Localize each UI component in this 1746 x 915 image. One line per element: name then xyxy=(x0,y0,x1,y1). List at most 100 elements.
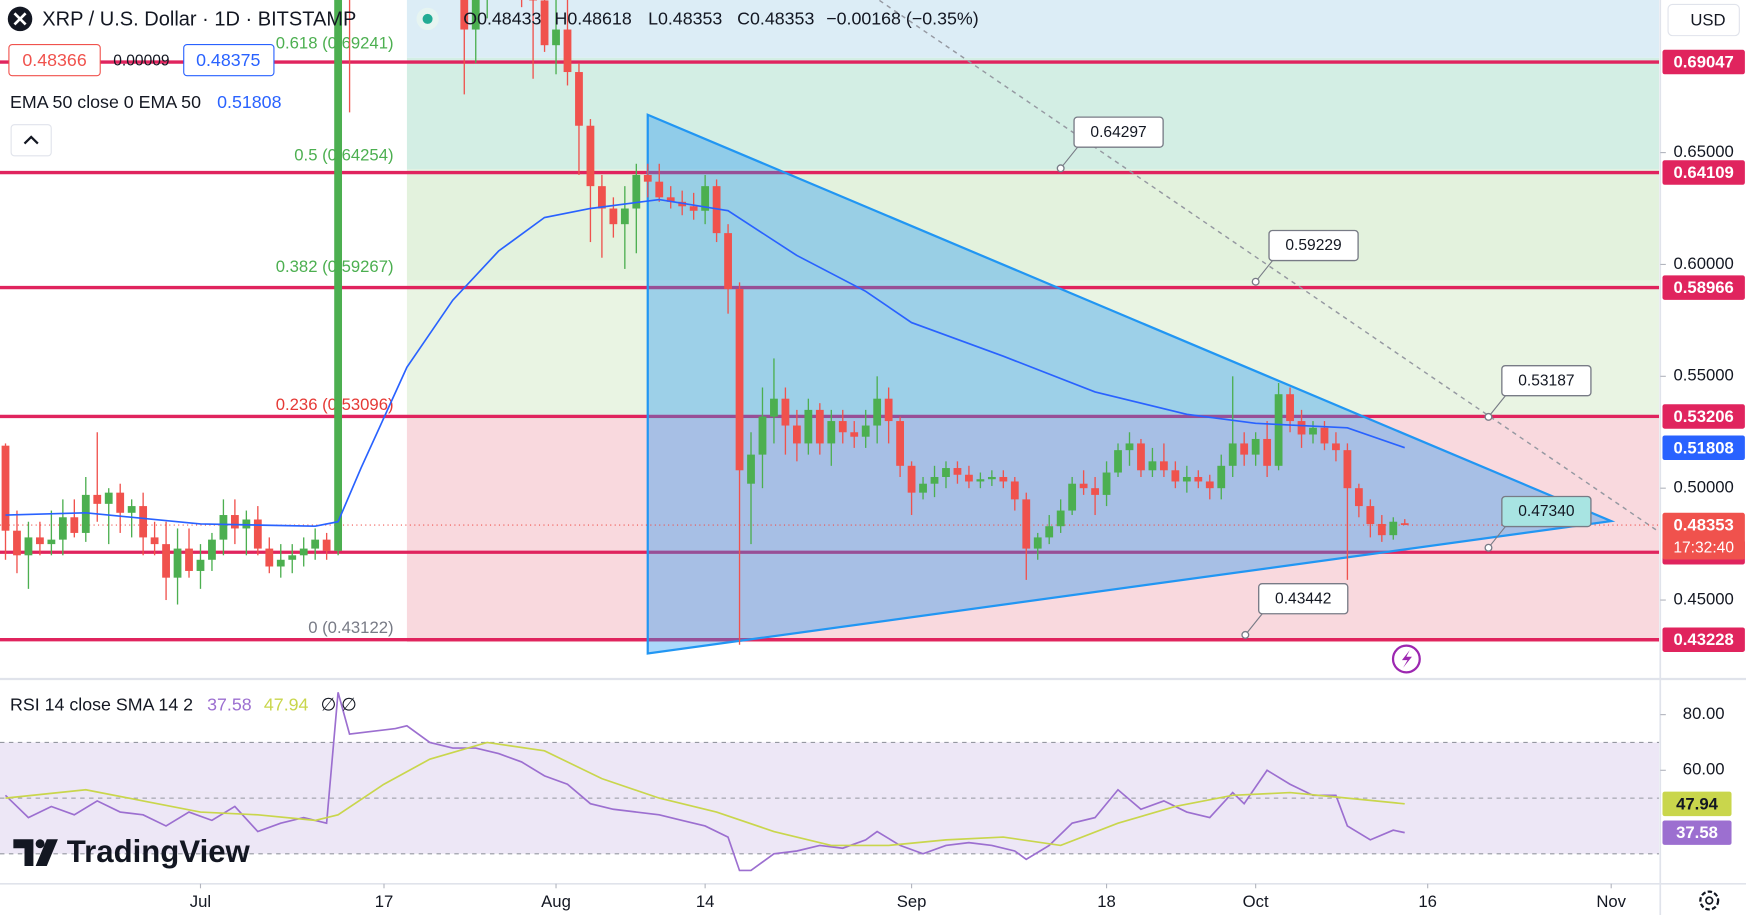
candle-body xyxy=(127,506,136,513)
currency: USD xyxy=(1690,11,1725,30)
candle-body xyxy=(139,506,148,538)
candle-body xyxy=(1354,488,1363,507)
candle-body xyxy=(1377,523,1386,536)
callout-box xyxy=(1501,495,1592,528)
callout-label: 0.64297 xyxy=(1090,124,1146,141)
callout-label: 0.59229 xyxy=(1285,237,1341,254)
candle-body xyxy=(219,515,228,540)
settings-icon xyxy=(1699,890,1720,911)
candle-body xyxy=(770,398,778,417)
candle-body xyxy=(173,548,182,578)
x-tick-label: Aug xyxy=(541,892,571,911)
candle-body xyxy=(116,492,125,513)
settings-button[interactable] xyxy=(1699,890,1720,911)
buy-button[interactable] xyxy=(183,43,275,77)
price-line-label: 0.69047 xyxy=(1674,53,1734,72)
fib-zone xyxy=(406,0,1660,58)
ema-legend-value: 0.51808 xyxy=(217,92,281,112)
callout-label: 0.53187 xyxy=(1518,372,1574,389)
callout-anchor xyxy=(1056,164,1065,173)
candle-body xyxy=(987,476,996,480)
candle-body xyxy=(942,468,950,477)
candle-body xyxy=(1102,472,1111,495)
settings-icon xyxy=(1705,896,1714,905)
candle-body xyxy=(13,530,21,556)
candle-body xyxy=(1114,450,1122,473)
rsi-last-label: 37.58 xyxy=(1676,823,1718,842)
candle-body xyxy=(919,483,927,493)
candle-body xyxy=(930,476,939,484)
rsi-line xyxy=(4,692,1405,872)
y-tick-label: 0.65000 xyxy=(1674,142,1734,161)
x-tick-label: 14 xyxy=(696,892,715,911)
candle-body xyxy=(896,421,905,466)
candle-body xyxy=(575,72,583,126)
candle-body xyxy=(47,539,56,545)
candle-body xyxy=(58,517,67,540)
rsi-legend-extra: ∅ ∅ xyxy=(321,694,357,714)
candle-body xyxy=(632,174,641,209)
symbol-title: XRP / U.S. Dollar · 1D · BITSTAMP xyxy=(42,8,356,30)
ohlc-high: H0.48618 xyxy=(555,9,632,29)
alert-icon[interactable] xyxy=(1391,644,1421,674)
candle-body xyxy=(1366,506,1375,524)
fib-zone xyxy=(406,280,1660,419)
x-tick-label: 17 xyxy=(375,892,394,911)
sell-button[interactable] xyxy=(8,43,101,77)
candle-body xyxy=(185,548,193,571)
y-tick-label: 0.50000 xyxy=(1674,478,1734,497)
price-line-label-box xyxy=(1662,49,1745,75)
alert-icon xyxy=(1401,650,1412,668)
candle-body xyxy=(150,537,159,545)
candle-body xyxy=(792,425,801,444)
candle-body xyxy=(965,474,973,482)
candle-body xyxy=(93,494,102,504)
collapse-icon xyxy=(23,135,39,145)
candle-body xyxy=(735,289,744,471)
callout-connector xyxy=(1488,525,1507,549)
candle-body xyxy=(242,519,251,529)
collapse-button[interactable] xyxy=(10,124,52,157)
candle-body xyxy=(1148,461,1157,471)
candle-body xyxy=(265,548,274,567)
candle-body xyxy=(1286,394,1294,422)
currency-button[interactable] xyxy=(1667,3,1740,37)
candle-body xyxy=(322,539,331,551)
ema-axis-label: 0.51808 xyxy=(1674,438,1734,457)
candle-body xyxy=(1079,483,1088,489)
candle-body xyxy=(288,555,297,560)
candle-body xyxy=(230,515,239,529)
legend: XRP / U.S. Dollar · 1D · BITSTAMP O0.484… xyxy=(7,3,1740,911)
candle-body xyxy=(1274,394,1283,466)
last-price-label: 0.48353 xyxy=(1674,516,1734,535)
candle-body xyxy=(70,517,79,533)
candle-body xyxy=(586,125,595,187)
rsi-last-box xyxy=(1662,820,1732,845)
candle-body xyxy=(1182,476,1191,482)
candle-body xyxy=(724,233,732,290)
rsi-y-tick-label: 80.00 xyxy=(1683,704,1725,723)
fib-label: 0.5 (0.64254) xyxy=(294,145,393,164)
candle-body xyxy=(781,398,790,426)
price-line-label: 0.53206 xyxy=(1674,407,1734,426)
candle-body xyxy=(1217,465,1226,489)
rsi-last-box xyxy=(1662,791,1732,817)
candle-body xyxy=(1068,483,1077,511)
y-tick-label: 0.60000 xyxy=(1674,254,1734,273)
ema-legend: EMA 50 close 0 EMA 50 xyxy=(10,92,201,112)
rsi-last-label: 47.94 xyxy=(1676,794,1718,813)
candle-body xyxy=(1343,450,1352,489)
ohlc-open: O0.48433 xyxy=(463,9,541,29)
candle-body xyxy=(36,537,44,545)
callout-connector xyxy=(1488,394,1507,418)
candle-body xyxy=(1033,537,1042,549)
rsi-legend: RSI 14 close SMA 14 2 xyxy=(10,694,193,714)
callout-box xyxy=(1258,583,1349,615)
candle-body xyxy=(1389,521,1398,536)
ema-axis-label-box xyxy=(1662,435,1745,460)
candle-body xyxy=(299,548,308,556)
candle-body xyxy=(953,468,962,475)
candle-body xyxy=(1056,510,1065,527)
